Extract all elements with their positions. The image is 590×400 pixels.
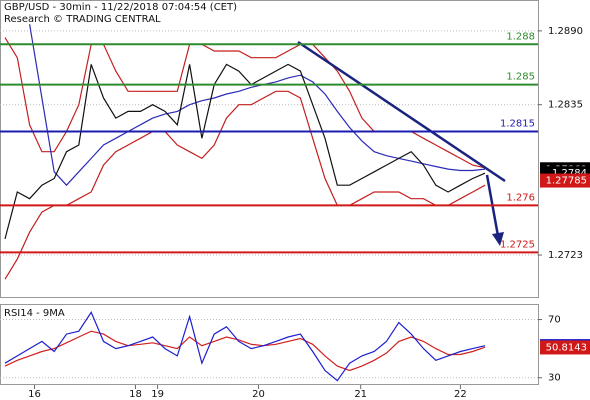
x-tick-label: 18 [129,389,142,400]
y-tick-label: 1.2835 [548,100,583,111]
y-tick-label: 30 [548,373,561,384]
level-label: 1.285 [506,72,535,83]
x-tick-label: 19 [151,389,164,400]
series-line [29,24,486,187]
price-marker [540,173,590,188]
rsi-title: RSI14 - 9MA [4,308,65,319]
series-line [4,311,486,382]
arrow-head [492,232,504,246]
trend-line [297,40,506,183]
chart-title: GBP/USD - 30min - 11/22/2018 07:04:54 (C… [4,2,237,13]
price-panel [0,0,539,298]
rsi-panel [0,304,539,385]
y-tick-label: 1.2890 [548,26,583,37]
chart-subtitle: Research © TRADING CENTRAL [4,14,161,25]
level-label: 1.2815 [500,119,535,130]
x-tick-label: 22 [454,389,467,400]
y-tick-label: 1.2723 [548,250,583,261]
level-label: 1.2725 [500,239,535,250]
price-marker-label: 1.27785 [546,176,587,187]
series-line [4,63,486,240]
series-line [4,90,486,280]
series-line [4,330,486,372]
price-marker-label: 50.8143 [546,342,587,353]
y-tick-label: 70 [548,315,561,326]
x-tick-label: 20 [252,389,265,400]
x-tick-label: 21 [354,389,367,400]
price-marker [540,340,590,355]
x-tick-label: 16 [28,389,41,400]
level-label: 1.276 [506,192,535,203]
level-label: 1.288 [506,31,535,42]
